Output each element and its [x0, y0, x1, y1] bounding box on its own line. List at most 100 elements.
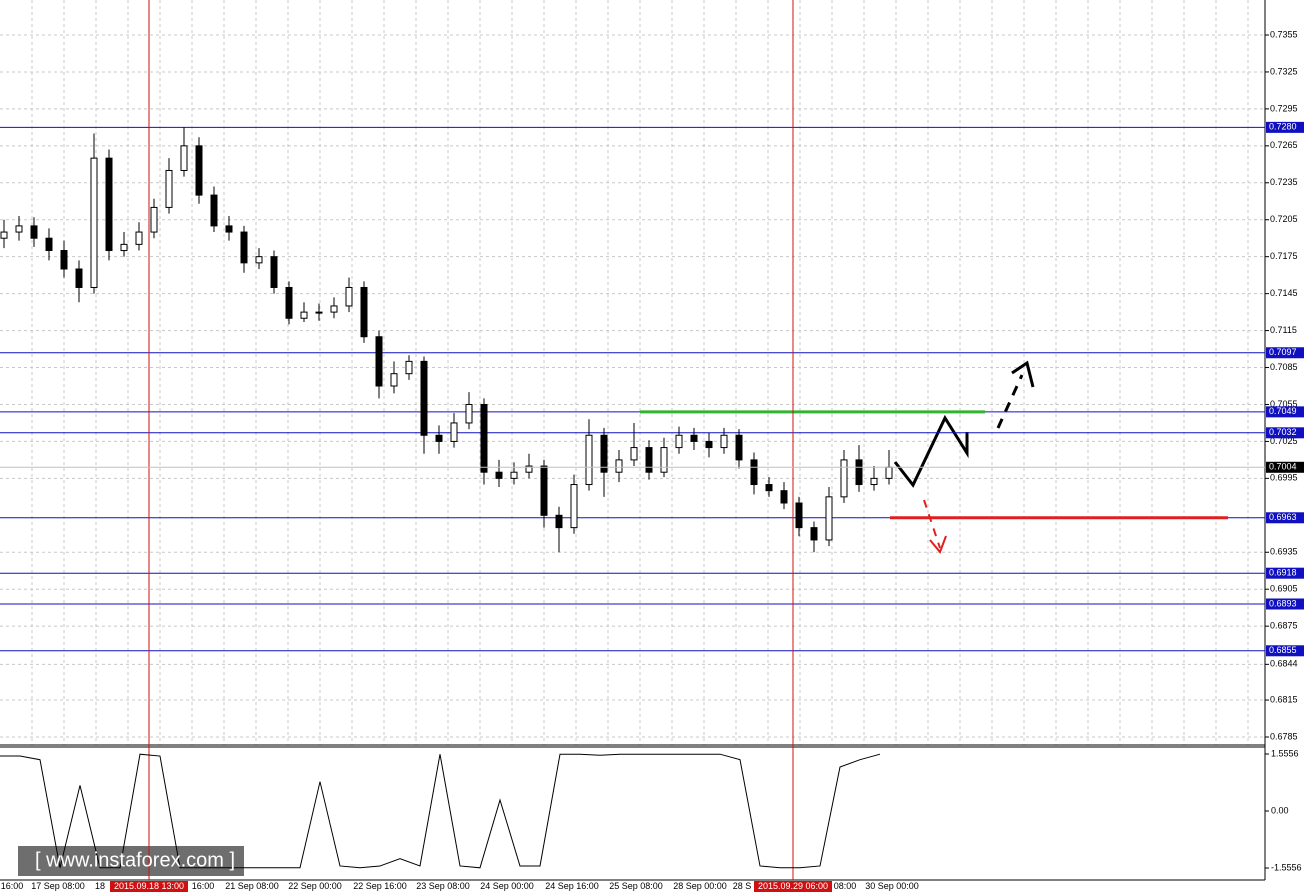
- candle-body: [495, 471, 503, 479]
- candle-body: [615, 459, 623, 473]
- candle-body: [420, 360, 428, 436]
- watermark: [ www.instaforex.com ]: [35, 849, 235, 871]
- candle-body: [810, 527, 818, 541]
- candle-body: [720, 434, 728, 449]
- candle-body: [240, 231, 248, 264]
- y-tick-label: 0.7145: [1270, 288, 1298, 298]
- candle-body: [645, 447, 653, 473]
- candle-body: [300, 311, 308, 319]
- indicator-tick-label: 0.00: [1271, 805, 1289, 815]
- candle-body: [345, 286, 353, 307]
- candle-body: [840, 459, 848, 498]
- y-tick-label: 0.7055: [1270, 399, 1298, 409]
- level-label: 0.6893: [1269, 598, 1297, 608]
- y-tick-label: 0.6995: [1270, 473, 1298, 483]
- y-tick-label: 0.6905: [1270, 584, 1298, 594]
- level-label: 0.7097: [1269, 347, 1297, 357]
- candle-body: [675, 434, 683, 449]
- candle-body: [330, 305, 338, 313]
- marker-label-box: [754, 881, 832, 892]
- candle-body: [510, 471, 518, 479]
- y-tick-label: 0.6875: [1270, 621, 1298, 631]
- x-tick-label: 21 Sep 08:00: [225, 881, 279, 891]
- candle-body: [30, 225, 38, 239]
- candle-body: [795, 502, 803, 529]
- candle-body: [285, 286, 293, 319]
- x-tick-label: 28 Sep 00:00: [673, 881, 727, 891]
- y-tick-label: 0.7325: [1270, 66, 1298, 76]
- candle-body: [855, 459, 863, 486]
- candle-body: [60, 250, 68, 270]
- x-tick-label: 24 Sep 16:00: [545, 881, 599, 891]
- level-label-box: [1266, 121, 1304, 133]
- level-label: 0.7032: [1269, 427, 1297, 437]
- candle-body: [315, 311, 323, 314]
- marker-label-box: [110, 881, 188, 892]
- x-tick-label: 23 Sep 08:00: [416, 881, 470, 891]
- candle-body: [435, 434, 443, 442]
- level-label-box: [1266, 347, 1304, 359]
- candle-body: [585, 434, 593, 486]
- y-tick-label: 0.6785: [1270, 731, 1298, 741]
- level-label-box: [1266, 567, 1304, 579]
- candle-body: [690, 434, 698, 442]
- candle-body: [630, 447, 638, 461]
- candle-body: [15, 225, 23, 233]
- y-tick-label: 0.6844: [1270, 659, 1298, 669]
- x-tick-label: 25 Sep 08:00: [609, 881, 663, 891]
- x-tick-label: 22 Sep 00:00: [288, 881, 342, 891]
- candle-body: [885, 466, 893, 479]
- y-tick-label: 0.6935: [1270, 547, 1298, 557]
- candle-body: [825, 496, 833, 541]
- candle-body: [525, 465, 533, 473]
- x-tick-label: 08:00: [834, 881, 857, 891]
- arrow-head-down: [929, 535, 947, 554]
- candle-body: [465, 403, 473, 424]
- x-tick-label: 24 Sep 00:00: [480, 881, 534, 891]
- level-label: 0.6963: [1269, 512, 1297, 522]
- level-label-box: [1266, 598, 1304, 610]
- candle-body: [870, 477, 878, 486]
- candle-body: [750, 459, 758, 486]
- y-tick-label: 0.7085: [1270, 362, 1298, 372]
- candle-body: [570, 484, 578, 529]
- candle-body: [540, 465, 548, 516]
- x-tick-label: 18: [95, 881, 105, 891]
- candle-body: [45, 237, 53, 252]
- indicator-line: [0, 753, 881, 869]
- x-tick-label: 30 Sep 00:00: [865, 881, 919, 891]
- candle-body: [255, 256, 263, 264]
- candle-body: [195, 145, 203, 196]
- y-tick-label: 0.7235: [1270, 177, 1298, 187]
- projection-path: [893, 414, 969, 488]
- candle-body: [450, 422, 458, 442]
- candle-body: [405, 360, 413, 375]
- candle-body: [165, 169, 173, 208]
- candle-body: [765, 484, 773, 492]
- candle-body: [660, 447, 668, 473]
- candle-body: [735, 434, 743, 461]
- candle-body: [600, 434, 608, 473]
- level-label: 0.6918: [1269, 568, 1297, 578]
- marker-label: 2015.09.29 06:00: [758, 881, 828, 891]
- candle-body: [120, 243, 128, 252]
- y-tick-label: 0.7025: [1270, 436, 1298, 446]
- candle-body: [210, 194, 218, 227]
- y-tick-label: 0.7175: [1270, 251, 1298, 261]
- level-label: 0.6855: [1269, 645, 1297, 655]
- candle-body: [270, 256, 278, 288]
- current-price-label: 0.7004: [1269, 462, 1297, 472]
- candle-body: [225, 225, 233, 233]
- level-label-box: [1266, 512, 1304, 524]
- y-tick-label: 0.7355: [1270, 29, 1298, 39]
- candle-body: [135, 231, 143, 245]
- candle-body: [75, 268, 83, 288]
- candle-body: [360, 286, 368, 338]
- candle-body: [480, 403, 488, 473]
- candle-body: [105, 157, 113, 252]
- projection-up: [996, 374, 1024, 429]
- candle-body: [90, 157, 98, 288]
- current-price-box: [1266, 461, 1304, 473]
- candle-body: [780, 490, 788, 504]
